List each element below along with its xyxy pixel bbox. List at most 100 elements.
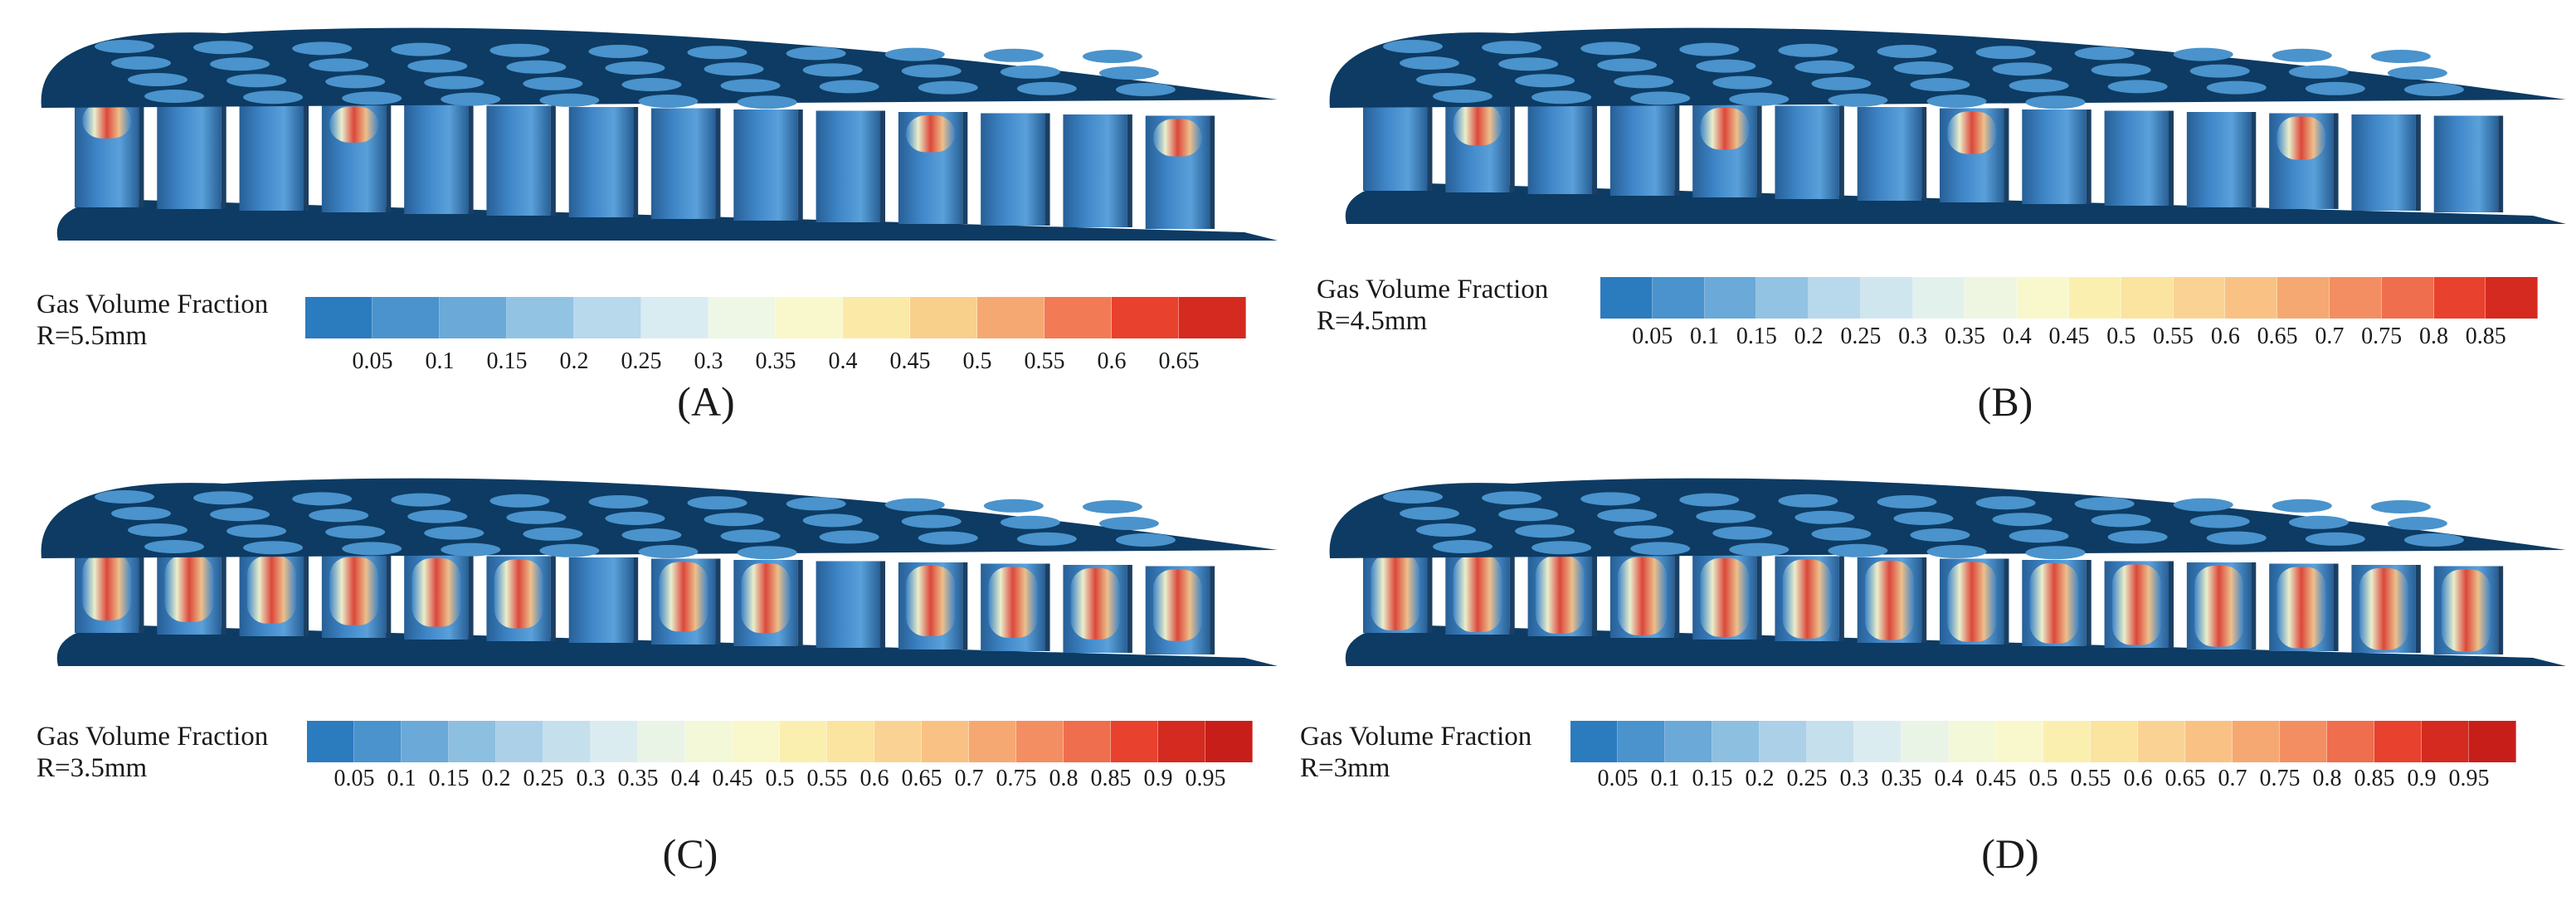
tube [816,561,881,648]
colorbar-tick-label: 0.55 [2070,766,2111,791]
colorbar-tick-label: 0.4 [2002,324,2032,349]
tube [2186,112,2252,207]
tube-gap [2086,109,2091,204]
plate-hole [1778,494,1838,508]
plate-hole [2189,64,2250,78]
gas-plume [1153,569,1202,641]
colorbar-tick-label: 0.45 [712,766,753,791]
tube-gap [1756,555,1762,640]
colorbar-cell [2469,721,2516,762]
plate-hole [2173,498,2233,512]
plate-hole [441,542,501,557]
colorbar-tick-label: 0.1 [387,766,416,791]
plate-hole [1498,508,1559,522]
colorbar-cell [1016,721,1064,762]
plate-hole [210,508,270,522]
radius-label-a: R=5.5mm [37,321,148,351]
plate-hole [2305,532,2365,546]
colorbar-tick-label: 0.2 [1745,766,1775,791]
plate-hole [1975,496,2036,510]
colorbar-cell [307,721,354,762]
colorbar-cell [733,721,780,762]
tube [568,557,634,643]
colorbar-cell [496,721,543,762]
plate-hole [704,62,764,76]
gas-plume [906,566,956,637]
plate-hole [2272,499,2332,513]
plate-hole [2403,533,2464,547]
gas-plume [2029,563,2079,644]
colorbar-tick-label: 0.25 [621,348,662,374]
colorbar-cell [2486,277,2539,319]
plate-hole [441,92,501,106]
colorbar-cell [1600,277,1653,319]
plate-hole [1926,95,1987,108]
gas-plume [82,103,132,139]
plate-hole [523,527,583,541]
tube-gap [468,105,474,214]
colorbar-cell [402,721,449,762]
plate-hole [588,495,649,508]
plate-hole [342,542,402,556]
colorbar-tick-label: 0.25 [523,766,564,791]
colorbar-cell [574,297,641,338]
colorbar-cell [2374,721,2422,762]
plate-hole [638,545,699,558]
gas-plume [329,557,379,625]
plate-hole [2272,48,2332,62]
plate-hole [2173,47,2233,61]
colorbar-cell [1205,721,1253,762]
plate-hole [1614,525,1674,539]
plate-hole [111,56,171,70]
colorbar-tick-label: 0.8 [1049,766,1079,791]
plate-hole [506,60,567,74]
gas-plume [1453,554,1502,632]
colorbar-tick-label: 0.35 [617,766,659,791]
plate-hole [424,526,485,540]
colorbar-ticks-b: 0.05 0.1 0.15 0.2 0.25 0.3 0.35 0.4 0.45 0.5 0.55 0… [1600,324,2538,352]
tube [1363,100,1428,191]
colorbar-tick-label: 0.6 [1097,348,1127,374]
colorbar-tick-label: 0.55 [2153,324,2194,349]
tube [981,113,1045,226]
colorbar-cell [1760,721,1807,762]
colorbar-cell [1064,721,1111,762]
plate-hole [1975,46,2036,60]
tube-gap [715,108,721,219]
plate-hole [2091,63,2151,77]
colorbar-cell [709,297,776,338]
colorbar-tick-label: 0.15 [486,348,528,374]
plate-hole [2387,517,2447,530]
tube-gap [1427,100,1433,191]
gas-plume [329,106,379,143]
colorbar-tick-label: 0.2 [1794,324,1824,349]
plate-hole [2107,80,2168,94]
tube-gap [797,560,803,646]
gas-plume [1947,562,1997,642]
colorbar-tick-label: 0.2 [481,766,511,791]
plate-hole [1580,41,1641,56]
plate-hole [391,42,451,56]
tube-gap [1838,105,1844,199]
colorbar-cell [969,721,1016,762]
plate-hole [407,509,468,523]
tube-gap [304,552,309,636]
colorbar-c [307,721,1253,762]
plate-hole [605,61,665,75]
gas-plume [2277,567,2326,649]
plate-hole [786,497,846,511]
colorbar-cell [2017,277,2070,319]
colorbar-cell [638,721,685,762]
colorbar-cell [2138,721,2185,762]
colorbar-cell [591,721,638,762]
tube-gap [304,102,309,211]
gas-plume [494,559,543,629]
plate-hole [1992,513,2053,527]
gas-plume [1371,553,1420,630]
plate-hole [489,43,550,57]
plate-hole [901,514,962,528]
colorbar-cell [2069,277,2121,319]
colorbar-cell [1112,297,1179,338]
gas-plume [2442,569,2491,652]
tube-gap [1674,553,1680,638]
